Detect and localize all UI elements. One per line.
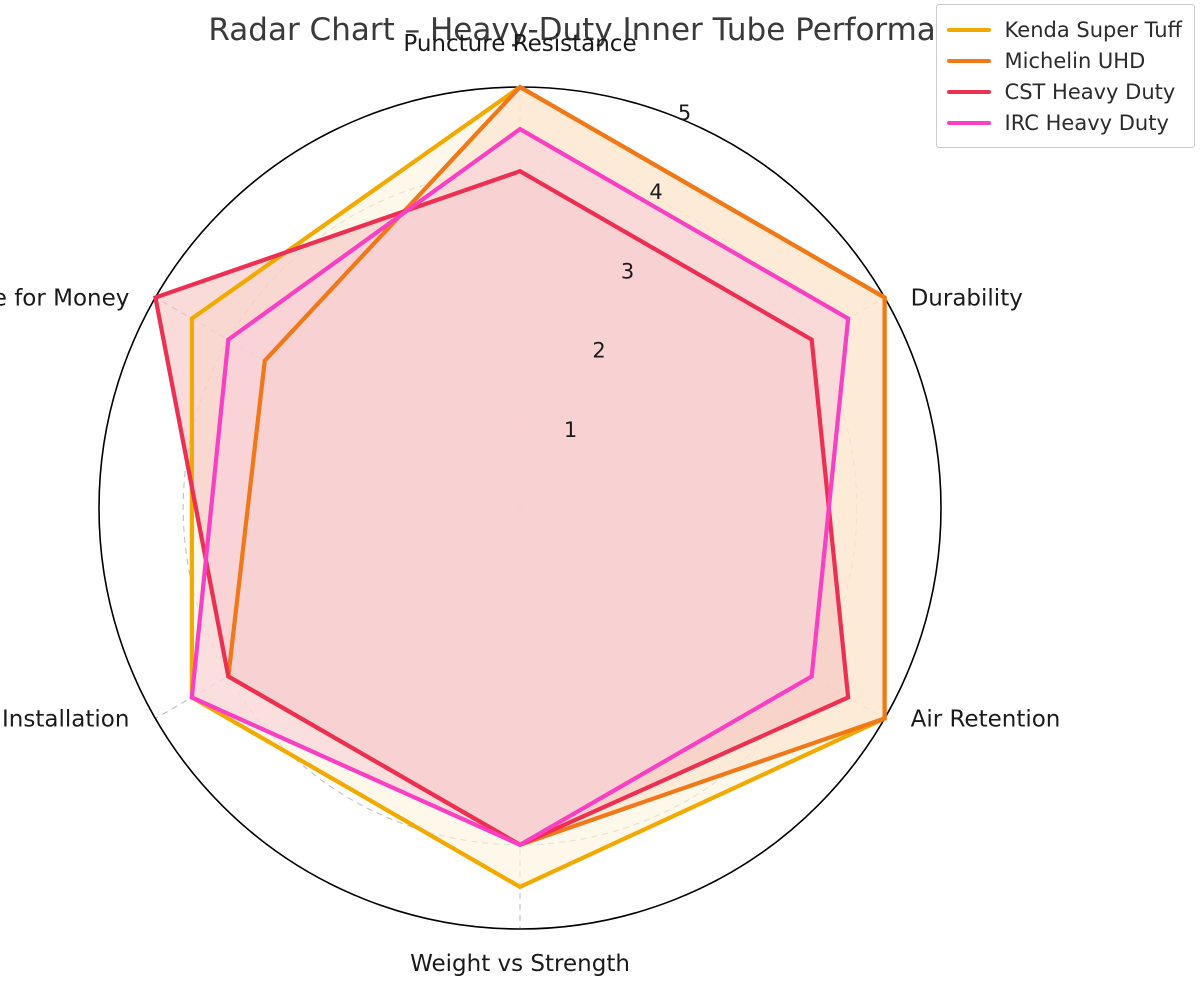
axis-label-durability: Durability	[911, 286, 1023, 312]
legend-item[interactable]: IRC Heavy Duty	[946, 107, 1182, 138]
series-fill-3	[191, 129, 849, 845]
legend-item-label: Kenda Super Tuff	[1004, 17, 1182, 42]
axis-label-weight-vs-strength: Weight vs Strength	[410, 951, 630, 977]
radial-tick-label-4: 4	[649, 180, 662, 204]
legend-swatch-icon	[946, 58, 991, 63]
axis-label-air-retention: Air Retention	[911, 707, 1061, 733]
legend-item[interactable]: Kenda Super Tuff	[946, 14, 1182, 45]
legend-swatch-icon	[946, 27, 991, 32]
chart-title: Radar Chart – Heavy-Duty Inner Tube Perf…	[208, 12, 992, 48]
axis-label-puncture-resistance: Puncture Resistance	[403, 31, 636, 57]
legend-swatch-icon	[946, 89, 991, 94]
legend-item-label: IRC Heavy Duty	[1004, 110, 1169, 135]
legend-swatch-icon	[946, 120, 991, 125]
axis-label-value-for-money: Value for Money	[0, 286, 129, 312]
radial-tick-label-1: 1	[564, 418, 577, 442]
legend-item-label: Michelin UHD	[1004, 48, 1146, 73]
legend-item[interactable]: Michelin UHD	[946, 45, 1182, 76]
series-outline-3	[189, 126, 851, 848]
legend-item-label: CST Heavy Duty	[1004, 79, 1176, 104]
radial-tick-label-3: 3	[621, 259, 634, 283]
radial-tick-label-5: 5	[678, 101, 691, 125]
axis-label-ease-of-installation: Ease of Installation	[0, 707, 129, 733]
legend-item[interactable]: CST Heavy Duty	[946, 76, 1182, 107]
chart-legend: Kenda Super Tuff Michelin UHD CST Heavy Du…	[935, 4, 1195, 148]
radial-tick-label-2: 2	[592, 339, 605, 363]
